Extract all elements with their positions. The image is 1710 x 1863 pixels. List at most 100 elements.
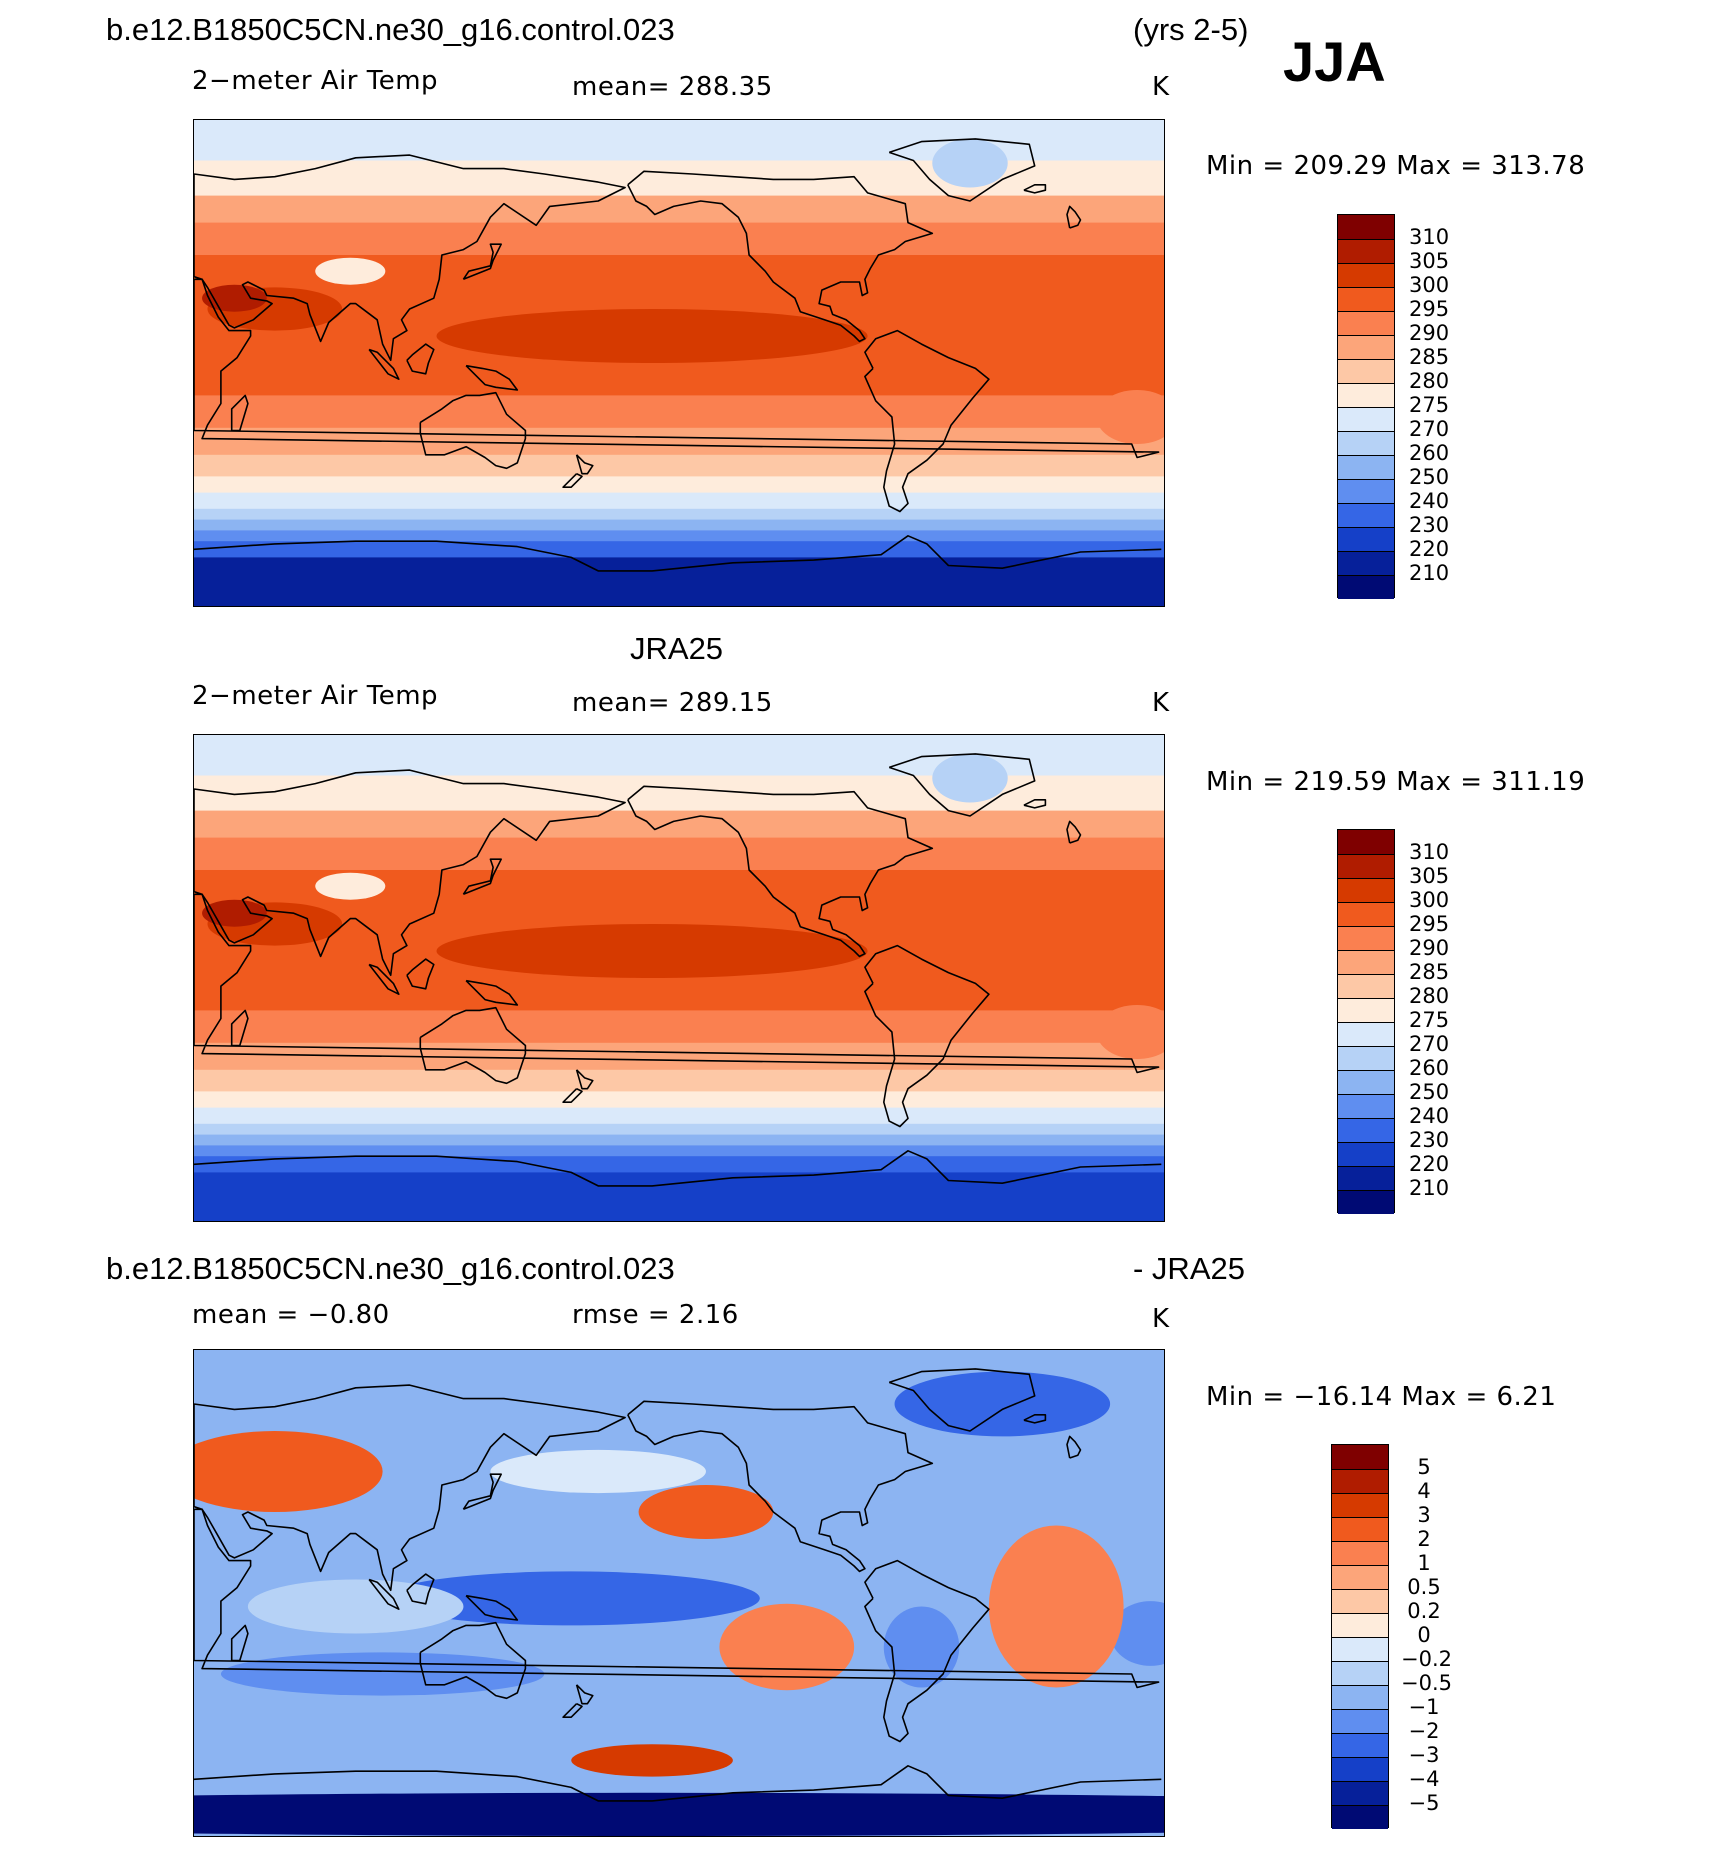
field-band: [194, 195, 1164, 224]
field-band: [194, 395, 1164, 429]
field-greenland: [932, 138, 1008, 188]
field-band: [194, 1134, 1164, 1146]
colorbar-swatch: [1338, 431, 1394, 455]
colorbar-swatch: [1338, 551, 1394, 575]
field-anomaly: [194, 1431, 383, 1512]
field-band: [194, 160, 1164, 197]
coastline: [575, 1684, 594, 1705]
field-band: [194, 530, 1164, 542]
panel-rmse: rmse = 2.16: [572, 1300, 739, 1330]
colorbar-tick-label: 0.2: [1407, 1599, 1441, 1623]
coastline: [419, 1621, 527, 1700]
colorbar-tick-label: 290: [1409, 321, 1450, 345]
colorbar-swatch: [1338, 239, 1394, 263]
field-band: [194, 775, 1164, 812]
panel-minmax: Min = 219.59 Max = 311.19: [1206, 767, 1586, 797]
colorbar-tick-label: 280: [1409, 984, 1450, 1008]
diff-case-title: b.e12.B1850C5CN.ne30_g16.control.023: [106, 1251, 675, 1286]
colorbar-tick-label: 210: [1409, 1176, 1450, 1200]
colorbar-swatch: [1338, 455, 1394, 479]
coastline: [627, 785, 934, 958]
coastline: [194, 1764, 1162, 1802]
colorbar-swatch: [1338, 1190, 1394, 1214]
field-band: [194, 1145, 1164, 1157]
colorbar-tick-label: 310: [1409, 225, 1450, 249]
colorbar-swatch: [1332, 1757, 1388, 1781]
coastline: [864, 944, 990, 1128]
colorbar-swatch: [1338, 575, 1394, 599]
coastline: [1066, 205, 1082, 229]
coastline: [888, 138, 1036, 202]
coastline: [465, 979, 519, 1006]
colorbar-swatch: [1338, 1046, 1394, 1070]
colorbar-swatch: [1338, 998, 1394, 1022]
coastline: [194, 1384, 626, 1592]
field-band: [194, 1069, 1164, 1092]
coastline: [888, 753, 1036, 817]
coastline: [462, 1473, 503, 1511]
field-tibet: [315, 872, 386, 900]
coastline: [562, 1087, 583, 1104]
panel-mean: mean= 288.35: [572, 72, 773, 102]
colorbar-swatch: [1332, 1541, 1388, 1565]
field-warm-region: [1096, 390, 1164, 444]
colorbar-swatch: [1338, 1070, 1394, 1094]
colorbar-swatch: [1338, 1166, 1394, 1190]
colorbar-tick-label: −3: [1408, 1743, 1440, 1767]
field-warm-region: [436, 924, 868, 978]
field-band: [194, 519, 1164, 531]
field-band: [194, 735, 1164, 776]
colorbar-tick-label: 295: [1409, 912, 1450, 936]
colorbar-tick-label: 1: [1417, 1551, 1431, 1575]
panel-minmax: Min = −16.14 Max = 6.21: [1206, 1382, 1557, 1412]
field-band: [194, 222, 1164, 256]
field-band: [194, 120, 1164, 161]
colorbar-tick-label: 310: [1409, 840, 1450, 864]
map-canvas: [194, 735, 1164, 1221]
field-band: [194, 1172, 1164, 1221]
colorbar-swatch: [1338, 926, 1394, 950]
coastline: [194, 769, 626, 977]
field-band: [194, 492, 1164, 510]
colorbar-tick-label: −2: [1408, 1719, 1440, 1743]
field-anomaly: [247, 1579, 464, 1634]
colorbar-swatch: [1332, 1469, 1388, 1493]
colorbar-tick-label: 220: [1409, 537, 1450, 561]
colorbar-swatch: [1338, 1142, 1394, 1166]
colorbar-tick-label: 305: [1409, 864, 1450, 888]
field-tibet: [315, 257, 386, 285]
field-greenland: [932, 753, 1008, 803]
coastline: [406, 958, 435, 990]
field-band: [194, 454, 1164, 477]
coastline: [368, 1578, 400, 1611]
field-anomaly: [883, 1606, 960, 1688]
field-anomaly: [194, 1792, 1164, 1836]
coastline: [194, 154, 626, 362]
colorbar-swatch: [1338, 974, 1394, 998]
colorbar-swatch: [1338, 503, 1394, 527]
colorbar-tick-label: 230: [1409, 1128, 1450, 1152]
map-canvas: [194, 120, 1164, 606]
field-band: [194, 837, 1164, 871]
colorbar-swatch: [1332, 1517, 1388, 1541]
colorbar-tick-label: 5: [1417, 1455, 1431, 1479]
colorbar-swatch: [1338, 407, 1394, 431]
colorbar-swatch: [1332, 1589, 1388, 1613]
field-warm-region: [202, 899, 267, 927]
panel-units: K: [1152, 688, 1170, 718]
panel-title: JRA25: [630, 631, 724, 666]
colorbar-tick-label: 300: [1409, 888, 1450, 912]
colorbar-tick-label: 295: [1409, 297, 1450, 321]
panel-mean: mean = −0.80: [192, 1300, 390, 1330]
coastline: [230, 1624, 249, 1662]
colorbar-swatch: [1338, 311, 1394, 335]
coastline: [627, 1400, 934, 1573]
field-band: [194, 1156, 1164, 1173]
coastline: [1066, 1435, 1082, 1459]
colorbar-swatch: [1338, 878, 1394, 902]
coastline: [194, 1149, 1162, 1187]
panel-variable: 2−meter Air Temp: [192, 66, 439, 96]
coastline: [888, 1368, 1036, 1432]
field-anomaly: [1110, 1601, 1164, 1666]
field-band: [194, 541, 1164, 558]
